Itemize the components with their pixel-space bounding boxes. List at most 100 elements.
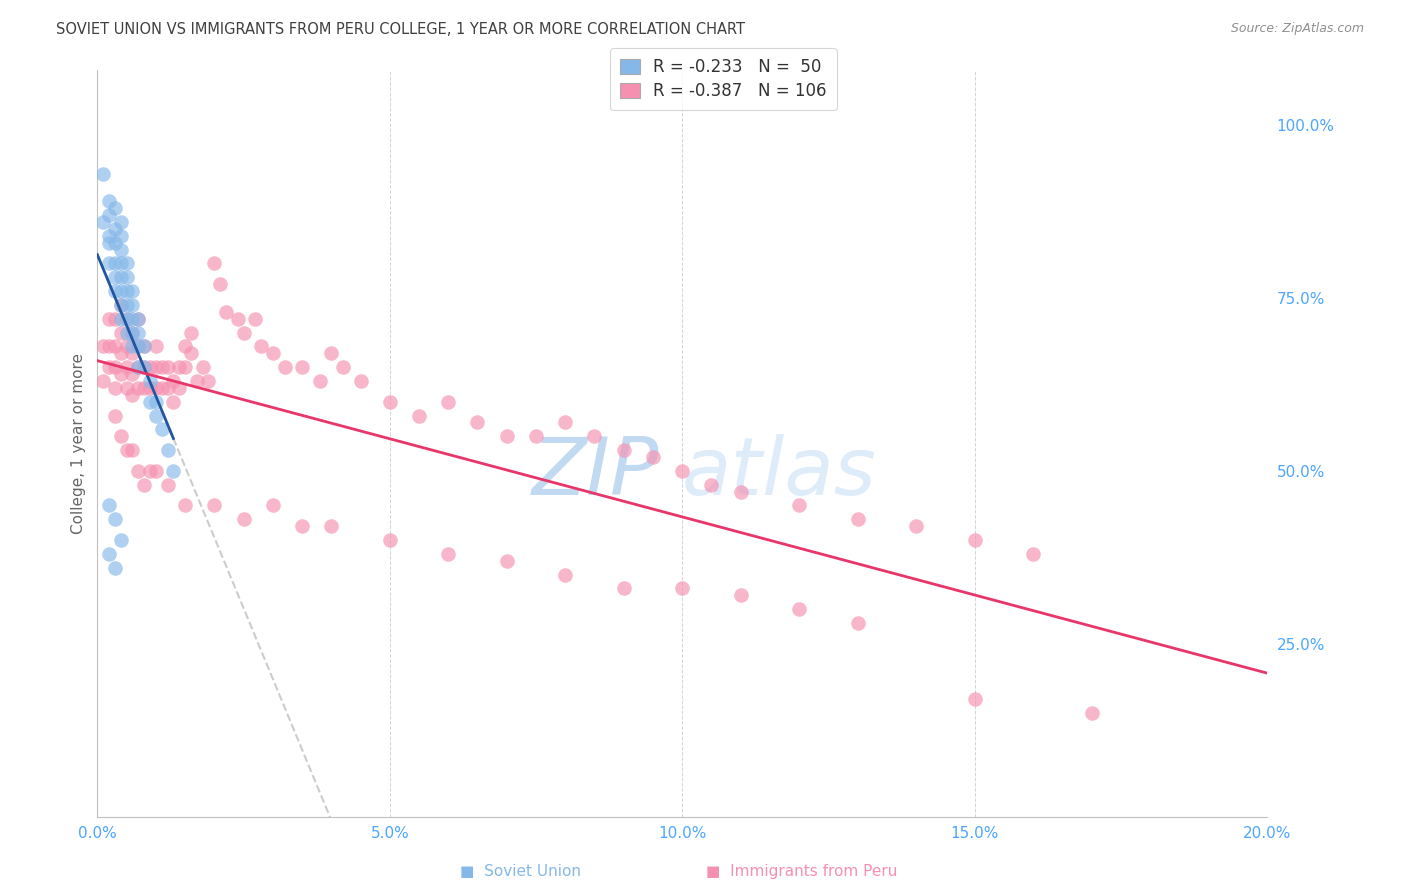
Text: ■  Soviet Union: ■ Soviet Union <box>460 863 581 879</box>
Point <box>321 346 343 360</box>
Point <box>215 305 238 319</box>
Point <box>963 692 986 706</box>
Point <box>91 339 114 353</box>
Point <box>115 311 138 326</box>
Legend: R = -0.233   N =  50, R = -0.387   N = 106: R = -0.233 N = 50, R = -0.387 N = 106 <box>610 48 837 110</box>
Point <box>150 381 173 395</box>
Point <box>98 339 121 353</box>
Point <box>437 394 460 409</box>
Point <box>174 360 197 375</box>
Point <box>104 381 127 395</box>
Point <box>127 464 149 478</box>
Point <box>787 499 810 513</box>
Point <box>437 547 460 561</box>
Point <box>110 270 132 285</box>
Point <box>115 339 138 353</box>
Point <box>127 360 149 375</box>
Point <box>524 429 547 443</box>
Point <box>1080 706 1102 720</box>
Point <box>104 270 127 285</box>
Point <box>671 464 693 478</box>
Point <box>308 374 330 388</box>
Point <box>110 311 132 326</box>
Point <box>115 311 138 326</box>
Point <box>127 360 149 375</box>
Point <box>134 381 156 395</box>
Point <box>180 326 202 340</box>
Point <box>202 499 225 513</box>
Point <box>139 394 162 409</box>
Point <box>104 235 127 250</box>
Point <box>104 360 127 375</box>
Text: Source: ZipAtlas.com: Source: ZipAtlas.com <box>1230 22 1364 36</box>
Point <box>127 381 149 395</box>
Point <box>110 228 132 243</box>
Point <box>104 339 127 353</box>
Point <box>110 533 132 547</box>
Point <box>846 512 869 526</box>
Point <box>121 326 143 340</box>
Point <box>110 326 132 340</box>
Point <box>145 394 167 409</box>
Point <box>127 311 149 326</box>
Text: ZIP: ZIP <box>531 434 659 512</box>
Point <box>121 326 143 340</box>
Point <box>846 615 869 630</box>
Point <box>162 374 184 388</box>
Point <box>121 388 143 402</box>
Point <box>104 222 127 236</box>
Point <box>121 298 143 312</box>
Point <box>110 256 132 270</box>
Point <box>139 464 162 478</box>
Point <box>127 326 149 340</box>
Point <box>104 409 127 423</box>
Point <box>226 311 249 326</box>
Point <box>110 298 132 312</box>
Point <box>700 477 723 491</box>
Point <box>262 346 284 360</box>
Point <box>554 567 576 582</box>
Point <box>91 167 114 181</box>
Point <box>613 443 636 458</box>
Point <box>115 284 138 298</box>
Point <box>963 533 986 547</box>
Point <box>98 228 121 243</box>
Point <box>291 519 314 533</box>
Point <box>156 381 179 395</box>
Point <box>232 512 254 526</box>
Point <box>378 394 401 409</box>
Y-axis label: College, 1 year or more: College, 1 year or more <box>72 352 86 533</box>
Point <box>134 477 156 491</box>
Point <box>191 360 214 375</box>
Point <box>583 429 606 443</box>
Point <box>134 360 156 375</box>
Point <box>145 464 167 478</box>
Point <box>145 339 167 353</box>
Point <box>671 582 693 596</box>
Point <box>186 374 208 388</box>
Point <box>209 277 232 292</box>
Point <box>139 374 162 388</box>
Point <box>156 360 179 375</box>
Point <box>110 284 132 298</box>
Point <box>250 339 273 353</box>
Point <box>467 416 489 430</box>
Point <box>104 512 127 526</box>
Point <box>115 360 138 375</box>
Point <box>232 326 254 340</box>
Point <box>104 560 127 574</box>
Point <box>273 360 295 375</box>
Point <box>115 326 138 340</box>
Point <box>115 270 138 285</box>
Point <box>245 311 267 326</box>
Text: ■  Immigrants from Peru: ■ Immigrants from Peru <box>706 863 897 879</box>
Point <box>174 339 197 353</box>
Point <box>121 284 143 298</box>
Point <box>110 429 132 443</box>
Point <box>98 311 121 326</box>
Point <box>127 339 149 353</box>
Point <box>98 499 121 513</box>
Point <box>156 477 179 491</box>
Point <box>905 519 928 533</box>
Point <box>730 484 752 499</box>
